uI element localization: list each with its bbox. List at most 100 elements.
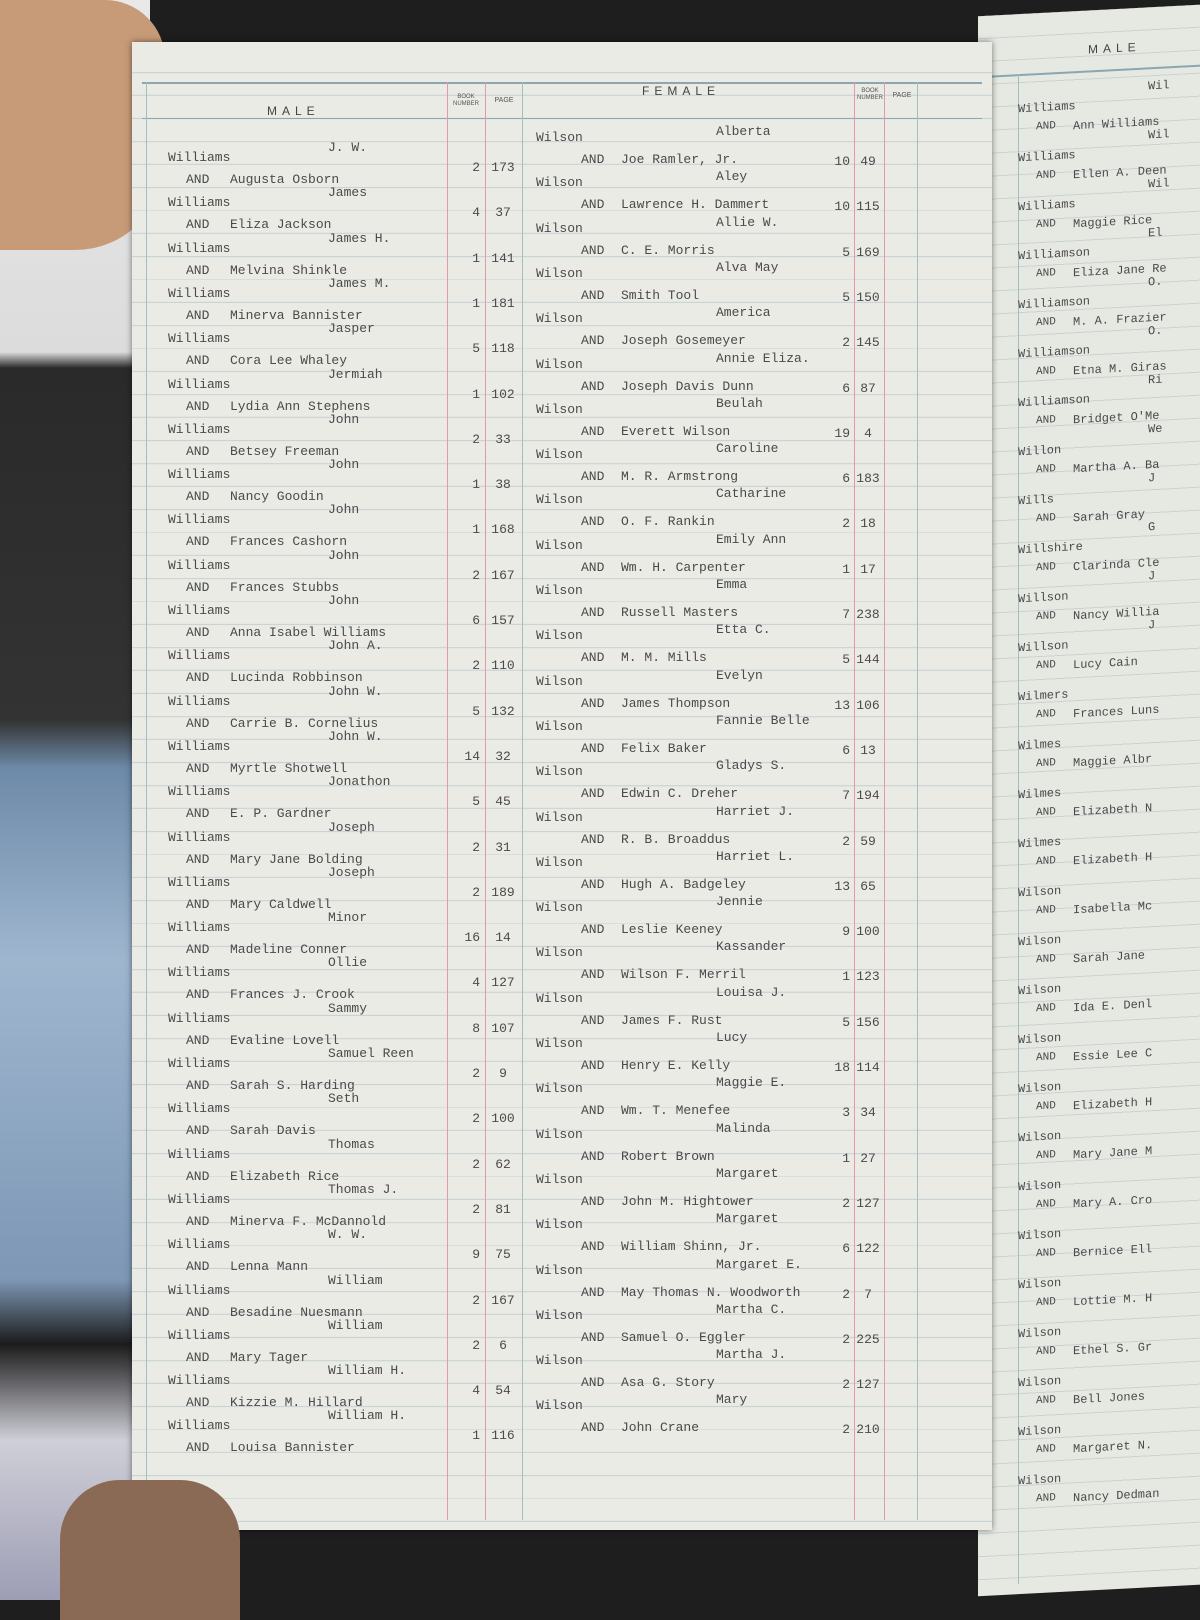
female-entry: Wilson Margaret AND John M. Hightower 2 127	[536, 1166, 916, 1217]
book-number: 1	[472, 386, 480, 402]
female-surname: Wilson	[536, 900, 583, 916]
male-given-name: Ollie	[328, 955, 368, 971]
and-label: AND	[581, 831, 605, 847]
and-label: AND	[581, 423, 605, 439]
and-label: AND	[186, 942, 210, 958]
and-label: AND	[581, 1420, 605, 1436]
and-label: AND	[1036, 1296, 1056, 1310]
book-number: 18	[834, 1060, 850, 1075]
right-page-entry: Wilmes AND Elizabeth N	[1018, 768, 1200, 823]
male-given-name: Wil	[1148, 176, 1170, 192]
groom-name: C. E. Morris	[621, 242, 715, 258]
female-entry: Wilson Catharine AND O. F. Rankin 2 18	[536, 486, 916, 537]
bride-name: Nancy Dedman	[1073, 1486, 1160, 1506]
book-number: 5	[472, 341, 480, 357]
male-entry: Williams John W. AND Carrie B. Cornelius 5 13…	[168, 684, 518, 739]
male-given-name: James H.	[328, 230, 391, 246]
and-label: AND	[186, 1349, 210, 1365]
and-label: AND	[1036, 1247, 1056, 1261]
male-surname: Wilson	[1018, 1226, 1062, 1244]
groom-name: R. B. Broaddus	[621, 831, 731, 847]
bride-name: Sarah Jane	[1073, 948, 1146, 967]
male-entry: Williams W. W. AND Lenna Mann 9 75	[168, 1227, 518, 1282]
male-given-name: El	[1148, 225, 1163, 241]
and-label: AND	[581, 1329, 605, 1345]
bride-name: Sarah S. Harding	[230, 1078, 355, 1093]
bride-name: Frances Cashorn	[230, 534, 348, 550]
male-given-name: Joseph	[328, 864, 375, 880]
page-number: 32	[495, 748, 511, 764]
book-number: 6	[842, 380, 850, 396]
book-number: 1	[472, 295, 480, 311]
right-page-entry: Willson J AND Nancy Willia	[1018, 569, 1200, 627]
page-number: 65	[860, 878, 876, 894]
male-entry: Williams Jonathon AND E. P. Gardner 5 45	[168, 774, 518, 829]
male-given-name: Seth	[328, 1091, 360, 1107]
and-label: AND	[581, 740, 605, 756]
and-label: AND	[186, 715, 210, 731]
male-entry: Williams John AND Nancy Goodin 1 38	[168, 457, 518, 512]
and-label: AND	[186, 896, 210, 912]
female-surname: Wilson	[536, 945, 583, 961]
female-surname: Wilson	[536, 492, 583, 508]
and-label: AND	[581, 1148, 605, 1164]
page-number: 54	[495, 1383, 511, 1399]
male-entry: Williams Minor AND Madeline Conner 16 14	[168, 910, 518, 965]
male-surname: Wilson	[1018, 981, 1062, 999]
book-number: 1	[842, 1150, 850, 1166]
female-surname: Wilson	[536, 1217, 583, 1233]
female-entry: Wilson Maggie E. AND Wm. T. Menefee 3 34	[536, 1075, 916, 1126]
male-given-name: William	[328, 1272, 383, 1288]
bride-name: Elizabeth N	[1073, 801, 1153, 820]
male-entry: Williams J. W. AND Augusta Osborn 2 173	[168, 140, 518, 195]
male-given-name: J	[1148, 618, 1156, 633]
right-page-entry: Wilmes AND Elizabeth H	[1018, 817, 1200, 872]
header-rule-bottom	[142, 118, 982, 119]
bride-name: Isabella Mc	[1073, 899, 1153, 918]
book-number: 4	[472, 1383, 480, 1399]
and-label: AND	[581, 287, 605, 303]
female-surname: Wilson	[536, 1398, 583, 1414]
bride-name: Bridget O'Me	[1073, 408, 1160, 428]
female-given-name: Emily Ann	[716, 531, 787, 547]
page-number: 167	[491, 567, 515, 583]
and-label: AND	[1036, 610, 1056, 624]
female-entry: Wilson Allie W. AND C. E. Morris 5 169	[536, 215, 916, 266]
male-surname: Willon	[1018, 442, 1062, 460]
book-number: 5	[472, 703, 480, 719]
male-given-name: James	[328, 185, 368, 201]
female-entry: Wilson Mary AND John Crane 2 210	[536, 1392, 916, 1443]
female-entry: Wilson Kassander AND Wilson F. Merril 1 123	[536, 939, 916, 990]
male-entry: Williams Jermiah AND Lydia Ann Stephens 1 102	[168, 367, 518, 422]
female-entry: Wilson Margaret AND William Shinn, Jr. 6 122	[536, 1211, 916, 1262]
page-number: 13	[860, 742, 876, 758]
and-label: AND	[186, 1440, 210, 1456]
groom-name: James F. Rust	[621, 1012, 723, 1028]
page-number: 100	[491, 1111, 515, 1127]
male-given-name: Joseph	[328, 819, 375, 835]
bride-name: Bell Jones	[1073, 1389, 1146, 1408]
female-given-name: Kassander	[716, 939, 787, 955]
male-given-name: W. W.	[328, 1227, 368, 1243]
bride-name: Maggie Rice	[1073, 213, 1153, 232]
book-number: 2	[472, 1156, 480, 1172]
book-number: 2	[472, 839, 480, 855]
page-number: 33	[495, 431, 511, 447]
bride-name: Minerva Bannister	[230, 307, 363, 323]
male-surname: Williamson	[1018, 294, 1091, 313]
female-entry: Wilson Beulah AND Everett Wilson 19 4	[536, 396, 916, 447]
groom-name: William Shinn, Jr.	[621, 1239, 762, 1255]
male-surname: Williams	[168, 512, 231, 528]
male-entry: Williams Seth AND Sarah Davis 2 100	[168, 1091, 518, 1146]
and-label: AND	[1036, 1002, 1056, 1016]
male-surname: Williams	[168, 285, 231, 301]
book-number: 2	[472, 1292, 480, 1308]
book-number: 5	[842, 244, 850, 260]
right-page-entry: Wilson AND Ida E. Denl	[1018, 964, 1200, 1019]
female-entry: Wilson Alva May AND Smith Tool 5 150	[536, 260, 916, 311]
male-surname: Wilson	[1018, 1128, 1062, 1146]
right-page-entry: Wilson AND Sarah Jane	[1018, 915, 1200, 970]
male-surname: Williams	[1018, 197, 1076, 215]
male-header: MALE	[267, 104, 320, 118]
male-entry: Williams Thomas AND Elizabeth Rice 2 62	[168, 1137, 518, 1192]
